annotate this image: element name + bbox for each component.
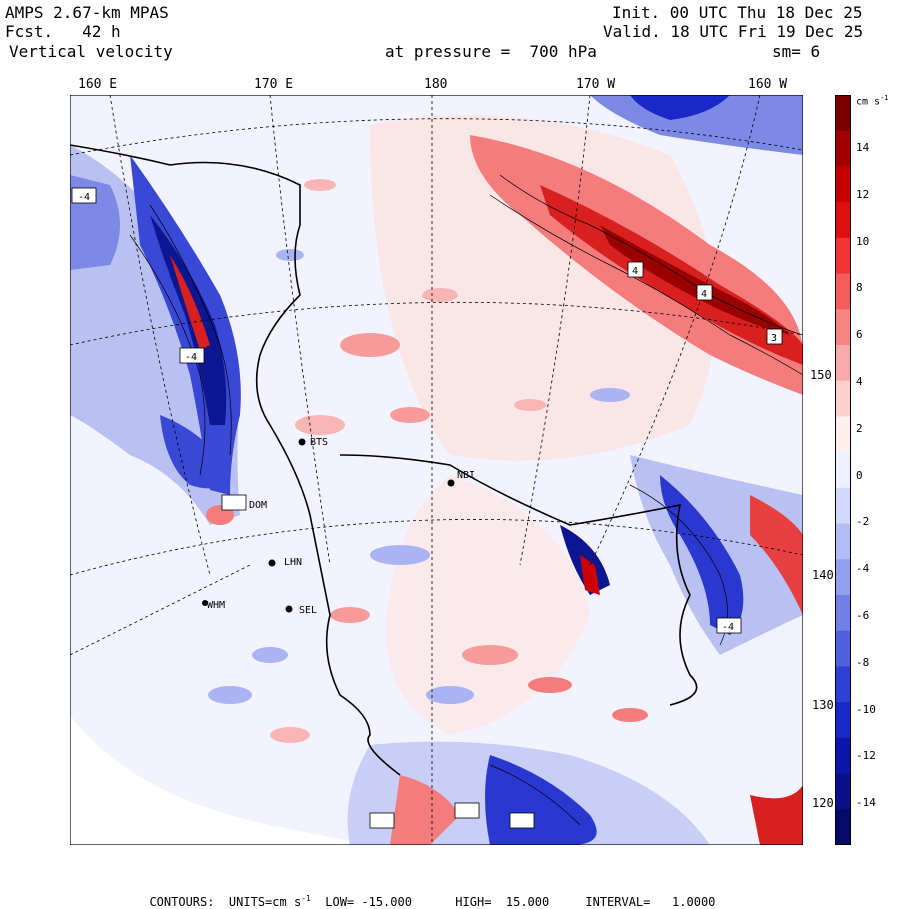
colorbar-segment: [835, 595, 851, 632]
station-label-lhn: LHN: [284, 557, 303, 568]
downward-motion-top: [590, 95, 803, 155]
contour-labels: -4 4 4 3 -4 -4: [71, 187, 783, 829]
field-name: Vertical velocity: [9, 42, 173, 61]
colorbar-tick-label: 12: [856, 187, 870, 201]
colorbar-segment: [835, 345, 851, 382]
contour-info: CONTOURS: UNITS=cm s-1 LOW= -15.000 HIGH…: [149, 894, 716, 909]
colorbar-segment: [835, 773, 851, 810]
lon-label-180: 180: [424, 77, 448, 92]
colorbar-segment: [835, 523, 851, 560]
colorbar-segment: [835, 237, 851, 275]
lon-label-160w: 160 W: [748, 77, 788, 92]
graticule: [70, 95, 803, 845]
colorbar-frame: [835, 95, 851, 845]
colorbar-tick-label: -6: [856, 609, 870, 622]
station-label-sel: SEL: [299, 605, 318, 616]
svg-text:3: 3: [771, 333, 777, 344]
svg-text:4: 4: [632, 266, 638, 277]
colorbar-tick-label: 10: [856, 234, 870, 248]
colorbar-segment: [835, 380, 851, 417]
colorbar-segment: [835, 809, 851, 845]
no-data-area: [70, 715, 370, 845]
colorbar-tick-label: 14: [856, 141, 870, 154]
station-label-whm: WHM: [207, 600, 226, 611]
svg-text:4: 4: [701, 289, 707, 300]
colorbar: [835, 95, 851, 845]
colorbar-tick-label: -8: [856, 655, 870, 669]
svg-text:-4: -4: [78, 192, 90, 203]
colorbar-segment: [835, 452, 851, 489]
vertical-velocity-map: -4 4 4 3 -4 -4: [70, 95, 803, 845]
colorbar-segment: [835, 130, 851, 167]
colorbar-tick-label: -4: [856, 562, 870, 576]
colorbar-tick-label: 0: [856, 468, 863, 482]
coastline: [70, 144, 698, 776]
colorbar-segment: [835, 559, 851, 596]
colorbar-segment: [835, 666, 851, 703]
colorbar-tick-label: -10: [856, 702, 876, 716]
pressure-level: at pressure = 700 hPa: [385, 42, 597, 61]
model-title: AMPS 2.67-km MPAS: [5, 3, 169, 22]
smoothing-level: sm= 6: [772, 42, 821, 61]
lon-label-160e: 160 E: [78, 77, 118, 92]
colorbar-segment: [835, 630, 851, 667]
colorbar-segment: [835, 166, 851, 203]
colorbar-segment: [835, 273, 851, 310]
colorbar-segment: [835, 416, 851, 453]
colorbar-tick-label: -2: [856, 515, 870, 529]
svg-text:-4: -4: [722, 622, 734, 633]
colorbar-segment: [835, 737, 851, 775]
lon-label-170w: 170 W: [576, 77, 616, 92]
lon-label-170e: 170 E: [254, 77, 294, 92]
colorbar-segment: [835, 95, 851, 132]
colorbar-segment: [835, 309, 851, 346]
station-label-dom: DOM: [249, 500, 268, 511]
station-label-bts: BTS: [310, 437, 329, 448]
colorbar-segment: [835, 702, 851, 739]
colorbar-tick-label: 6: [856, 328, 863, 342]
init-time: Init. 00 UTC Thu 18 Dec 25: [612, 3, 863, 22]
colorbar-tick-label: 2: [856, 421, 863, 435]
svg-text:-4: -4: [185, 352, 197, 363]
station-label-nbi: NBI: [457, 470, 476, 481]
forecast-hour: Fcst. 42 h: [5, 22, 121, 41]
colorbar-tick-label: -14: [856, 796, 876, 810]
colorbar-tick-label: -12: [856, 749, 876, 763]
colorbar-segment: [835, 202, 851, 239]
colorbar-units: cm s-1: [856, 94, 889, 108]
small-scale-cells: [206, 179, 648, 743]
colorbar-segment: [835, 487, 851, 525]
valid-time: Valid. 18 UTC Fri 19 Dec 25: [603, 22, 864, 41]
colorbar-tick-label: 4: [856, 375, 863, 388]
colorbar-tick-label: 8: [856, 281, 863, 295]
